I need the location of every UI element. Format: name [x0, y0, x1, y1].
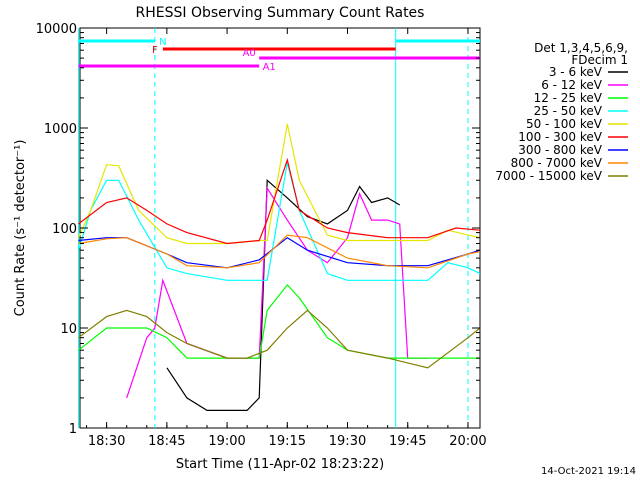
legend-header-line1: Det 1,3,4,5,6,9, — [534, 41, 628, 55]
y-tick-label-4: 10000 — [36, 22, 77, 37]
series-line-2 — [78, 283, 480, 359]
series-line-1 — [126, 186, 428, 399]
series-line-5 — [78, 157, 481, 245]
x-tick-label-0: 18:30 — [88, 434, 125, 449]
legend-label-2: 12 - 25 keV — [534, 91, 603, 105]
y-tick-label-2: 100 — [52, 222, 77, 237]
x-tick-label-4: 19:30 — [329, 434, 366, 449]
x-tick-label-5: 19:45 — [389, 434, 426, 449]
x-tick-label-3: 19:15 — [269, 434, 306, 449]
flag-label-f: F — [152, 45, 158, 56]
series-line-3 — [77, 162, 481, 281]
series-line-8 — [78, 309, 481, 369]
legend-label-3: 25 - 50 keV — [534, 104, 603, 118]
legend-label-8: 7000 - 15000 keV — [495, 169, 602, 183]
series-line-0 — [166, 179, 401, 411]
legend-label-7: 800 - 7000 keV — [511, 156, 603, 170]
y-axis-label: Count Rate (s⁻¹ detector⁻¹) — [13, 140, 28, 317]
y-tick-label-3: 1000 — [44, 122, 77, 137]
series-line-4 — [77, 123, 481, 245]
x-tick-label-2: 19:00 — [208, 434, 245, 449]
plot-frame — [79, 27, 481, 429]
y-tick-label-0: 1 — [69, 422, 77, 437]
y-tick-label-1: 10 — [60, 322, 77, 337]
flag-label-n: N — [159, 37, 166, 48]
plot-area: NF A0 A1 — [77, 28, 481, 428]
legend-label-6: 300 - 800 keV — [518, 143, 602, 157]
legend-label-0: 3 - 6 keV — [549, 65, 603, 79]
flag-label-a0: A0 — [243, 48, 256, 59]
chart-title: RHESSI Observing Summary Count Rates — [136, 5, 425, 21]
timestamp: 14-Oct-2021 19:14 — [541, 466, 636, 477]
legend-header-line2: FDecim 1 — [571, 53, 628, 67]
series-line-7 — [78, 234, 481, 269]
legend-label-1: 6 - 12 keV — [541, 78, 603, 92]
flag-label-a1: A1 — [263, 62, 276, 73]
x-axis-label: Start Time (11-Apr-02 18:23:22) — [176, 457, 384, 472]
legend-label-4: 50 - 100 keV — [526, 117, 603, 131]
x-tick-label-1: 18:45 — [148, 434, 185, 449]
x-tick-label-6: 20:00 — [449, 434, 486, 449]
legend-label-5: 100 - 300 keV — [518, 130, 602, 144]
axes: 18:30 18:45 19:00 19:15 19:30 19:45 20:00 1 10 10… — [36, 22, 487, 449]
